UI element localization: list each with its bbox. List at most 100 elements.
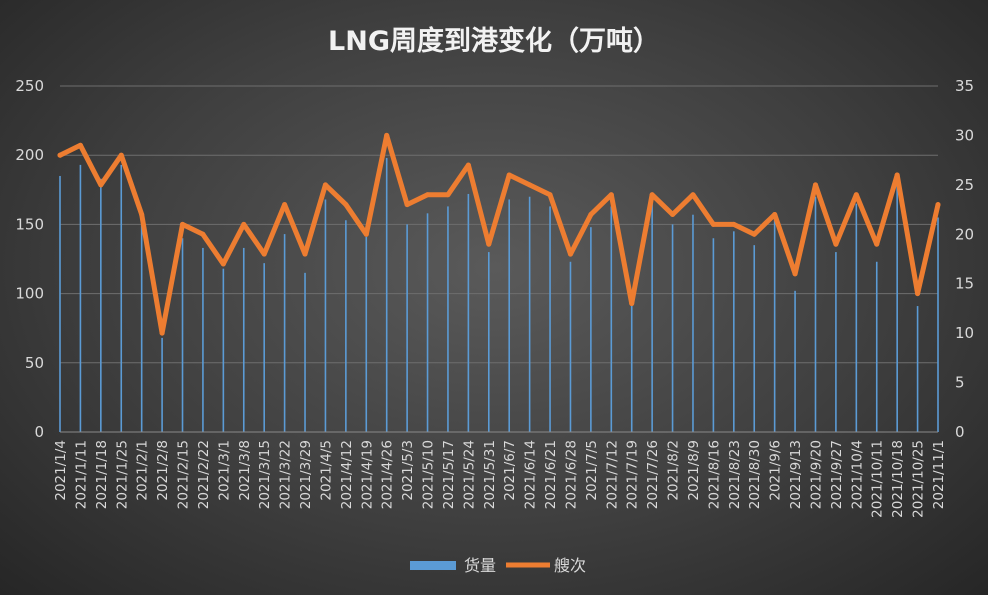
line-point [751,231,757,237]
line-point [200,231,206,237]
bar [283,234,286,432]
line-point [649,192,655,198]
bar [712,238,715,432]
bar [549,206,551,432]
x-tick-label: 2021/5/10 [421,440,437,509]
bar-series [59,157,939,432]
line-point [139,212,145,218]
bar [345,220,347,432]
line-point [118,152,124,158]
line-point [343,202,349,208]
line-point [282,202,288,208]
x-tick-label: 2021/7/26 [645,440,661,509]
x-tick-label: 2021/1/4 [53,440,69,501]
bar [59,175,61,432]
x-tick-label: 2021/6/7 [502,440,518,501]
line-point [792,271,798,277]
x-tick-label: 2021/1/25 [114,440,130,509]
bar [569,261,572,432]
x-tick-label: 2021/1/11 [73,440,89,509]
line-point [894,172,900,178]
line-point [384,132,390,138]
line-point [608,192,614,198]
line-point [465,162,471,168]
x-tick-label: 2021/7/5 [584,440,600,501]
x-tick-label: 2021/9/6 [768,440,784,501]
line-point [241,221,247,227]
line-point [445,192,451,198]
x-tick-label: 2021/9/27 [829,440,845,509]
bar [794,290,796,432]
line-point [220,261,226,267]
line-point [874,241,880,247]
x-tick-label: 2021/8/16 [706,440,722,509]
left-tick-label: 100 [15,285,44,303]
right-tick-label: 20 [955,225,974,243]
bar [100,178,102,432]
x-tick-label: 2021/9/20 [808,440,824,509]
bar [835,252,837,432]
line-point [322,182,328,188]
gridlines [60,85,938,364]
x-tick-label: 2021/2/15 [176,440,192,509]
line-point [588,212,594,218]
bar [610,206,613,432]
x-tick-label: 2021/4/26 [380,440,396,509]
line-point [567,251,573,257]
bar [222,268,225,432]
bar [242,247,245,432]
bar [79,164,82,432]
line-path [57,132,941,336]
bar [814,196,817,432]
x-tick-label: 2021/5/3 [400,440,416,501]
bar [140,224,143,432]
bar [630,304,633,432]
bar [304,272,306,432]
x-tick-label: 2021/6/14 [523,440,539,509]
x-tick-label: 2021/3/8 [237,440,253,501]
line-point [261,251,267,257]
x-tick-label: 2021/3/1 [216,440,232,501]
right-tick-label: 25 [955,176,974,194]
right-tick-label: 30 [955,126,974,144]
x-tick-label: 2021/6/28 [563,440,579,509]
line-point [98,182,104,188]
line-point [812,182,818,188]
bar [385,157,388,432]
x-tick-label: 2021/6/21 [543,440,559,509]
line-point [486,241,492,247]
line-point [404,202,410,208]
bar [263,263,265,432]
bar [671,224,674,432]
x-tick-label: 2021/4/12 [339,440,355,509]
bar [406,224,408,432]
bar [447,206,449,432]
bar [937,217,939,432]
x-tick-label: 2021/4/5 [318,440,334,501]
x-tick-label: 2021/11/1 [931,440,947,509]
x-tick-label: 2021/8/30 [747,440,763,509]
line-point [506,172,512,178]
line-point [670,212,676,218]
x-tick-label: 2021/2/1 [135,440,151,501]
x-tick-label: 2021/8/23 [727,440,743,509]
legend-bar-label: 货量 [464,556,496,575]
x-tick-label: 2021/4/19 [359,440,375,509]
x-tick-label: 2021/1/18 [94,440,110,509]
x-tick-label: 2021/8/2 [666,440,682,501]
x-axis: 2021/1/4 2021/1/11 2021/1/18 2021/1/25 2021/… [53,431,947,518]
bar [692,214,694,432]
line-point [772,212,778,218]
line-point [853,192,859,198]
line-point [363,231,369,237]
line-point [57,152,63,158]
bar [324,199,327,432]
right-tick-label: 0 [955,423,965,441]
legend: 货量 艘次 [410,556,586,575]
bar [365,236,368,432]
right-y-axis: 0 5 10 15 20 25 30 35 [955,77,974,441]
line-point [629,300,635,306]
chart-title: LNG周度到港变化（万吨） [328,25,660,57]
left-tick-label: 200 [15,146,44,164]
